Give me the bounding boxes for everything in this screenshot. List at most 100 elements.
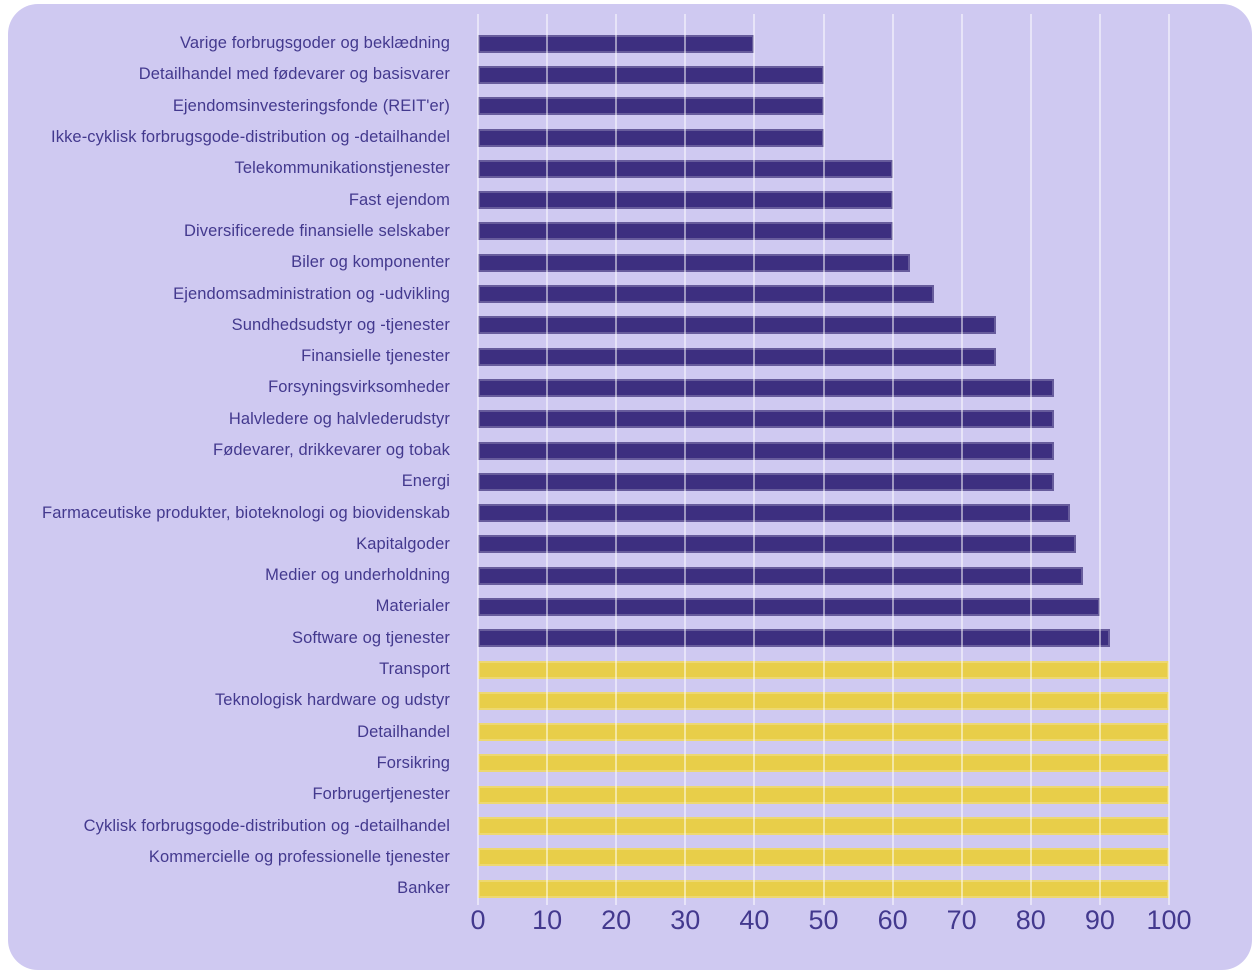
category-label: Diversificerede finansielle selskaber [184,221,450,240]
category-label: Kapitalgoder [356,534,450,553]
bar-row: Forsikring [8,748,1169,779]
bar [478,34,755,53]
bar [478,879,1169,898]
bar [478,817,1169,836]
bar-track [478,34,1169,53]
category-label: Telekommunikationstjenester [234,159,450,178]
horizontal-bar-chart: Varige forbrugsgoder og beklædning Detail… [8,4,1252,970]
bar-track [478,378,1169,397]
bar-row: Varige forbrugsgoder og beklædning [8,28,1169,59]
x-tick-label: 70 [946,905,977,935]
bar [478,504,1071,523]
bar [478,848,1169,867]
category-label: Finansielle tjenester [301,347,450,366]
category-label: Banker [397,879,450,898]
bar-track [478,817,1169,836]
bar [478,97,824,116]
bar [478,691,1169,710]
bar [478,660,1169,679]
category-label: Ikke-cyklisk forbrugsgode-distribution o… [51,128,450,147]
bar-track [478,128,1169,147]
bar-track [478,660,1169,679]
category-label: Ejendomsadministration og -udvikling [173,284,450,303]
bar [478,65,824,84]
bar-track [478,253,1169,272]
bar-row: Transport [8,654,1169,685]
bar-row: Software og tjenester [8,623,1169,654]
bar [478,316,997,335]
bar-row: Halvledere og halvlederudstyr [8,404,1169,435]
bar-row: Kapitalgoder [8,529,1169,560]
bar-row: Diversificerede finansielle selskaber [8,216,1169,247]
x-axis: 0 10 20 30 40 50 60 70 80 90 100 [8,905,1252,935]
bar-row: Telekommunikationstjenester [8,153,1169,184]
bar-row: Detailhandel med fødevarer og basisvarer [8,59,1169,90]
bar [478,472,1054,491]
bar-row: Ejendomsadministration og -udvikling [8,278,1169,309]
bar [478,285,935,304]
bar-track [478,285,1169,304]
bar-track [478,879,1169,898]
bar [478,378,1054,397]
bar-track [478,754,1169,773]
bar [478,410,1054,429]
category-label: Biler og komponenter [291,253,450,272]
bar-track [478,316,1169,335]
bar-row: Teknologisk hardware og udstyr [8,685,1169,716]
bar [478,128,824,147]
bar [478,785,1169,804]
bar-track [478,191,1169,210]
category-label: Transport [379,660,450,679]
bar-row: Energi [8,466,1169,497]
category-label: Forbrugertjenester [312,785,450,804]
bar-track [478,159,1169,178]
bar-row: Kommercielle og professionelle tjenester [8,842,1169,873]
category-label: Cyklisk forbrugsgode-distribution og -de… [83,816,450,835]
x-tick-label: 50 [808,905,839,935]
bar [478,535,1076,554]
x-tick-label: 30 [670,905,701,935]
bar [478,253,910,272]
x-tick-label: 80 [1015,905,1046,935]
x-tick-label: 100 [1146,905,1192,935]
category-label: Medier og underholdning [265,566,450,585]
category-label: Farmaceutiske produkter, bioteknologi og… [42,503,450,522]
category-label: Materialer [375,597,450,616]
bar-track [478,848,1169,867]
category-label: Teknologisk hardware og udstyr [214,691,450,710]
category-label: Varige forbrugsgoder og beklædning [179,34,450,53]
bar-row: Ejendomsinvesteringsfonde (REIT'er) [8,91,1169,122]
bar-row: Fast ejendom [8,184,1169,215]
x-tick-label: 40 [739,905,770,935]
bar [478,754,1169,773]
bar [478,597,1100,616]
bar-track [478,723,1169,742]
bar-row: Forbrugertjenester [8,779,1169,810]
bar [478,222,893,241]
bar-track [478,597,1169,616]
bar [478,347,997,366]
bar-track [478,65,1169,84]
x-tick-label: 90 [1084,905,1115,935]
x-tick-label: 10 [532,905,563,935]
bar [478,441,1054,460]
bar [478,159,893,178]
category-label: Halvledere og halvlederudstyr [228,409,450,428]
category-label: Energi [401,472,450,491]
category-label: Ejendomsinvesteringsfonde (REIT'er) [172,96,450,115]
bar-row: Materialer [8,591,1169,622]
bar-row: Forsyningsvirksomheder [8,372,1169,403]
category-label: Software og tjenester [291,628,450,647]
bar-track [478,691,1169,710]
bar [478,566,1083,585]
bar-row: Farmaceutiske produkter, bioteknologi og… [8,497,1169,528]
bar-track [478,347,1169,366]
bar-track [478,504,1169,523]
bar-row: Finansielle tjenester [8,341,1169,372]
x-tick-label: 20 [601,905,632,935]
bar [478,723,1169,742]
bar-track [478,441,1169,460]
bar-row: Cyklisk forbrugsgode-distribution og -de… [8,810,1169,841]
bar-row: Medier og underholdning [8,560,1169,591]
bar-track [478,410,1169,429]
